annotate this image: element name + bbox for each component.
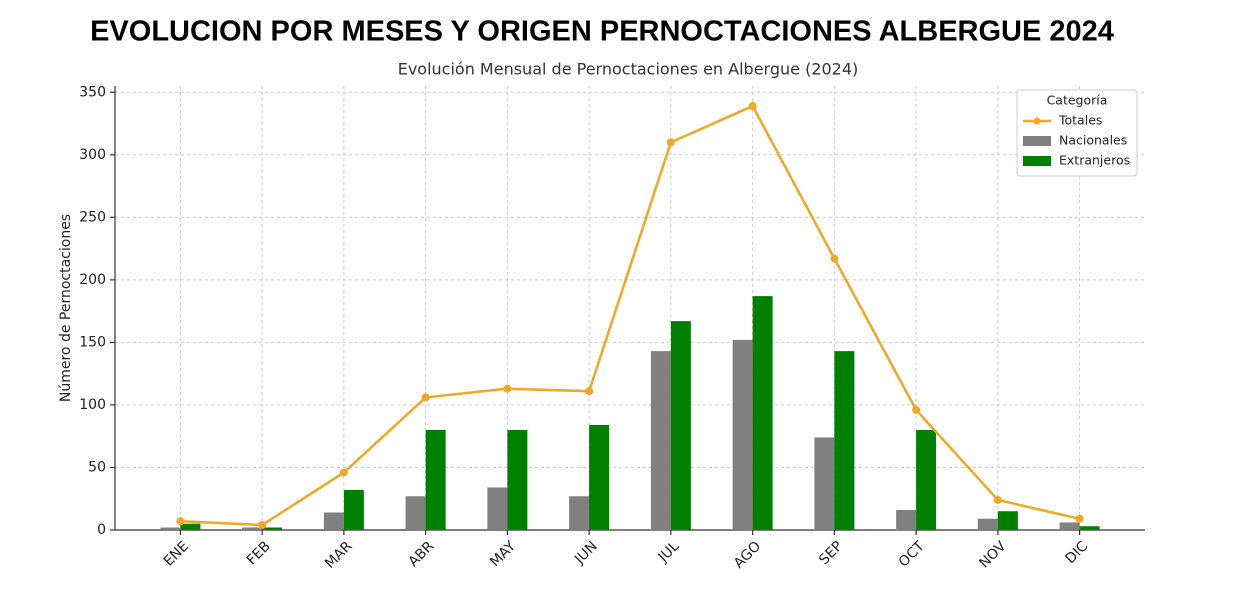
y-tick-label: 50 — [88, 459, 106, 475]
bar — [507, 429, 528, 530]
legend-swatch — [1023, 156, 1051, 166]
y-tick-label: 100 — [79, 397, 106, 413]
chart-subtitle: Evolución Mensual de Pernoctaciones en A… — [398, 60, 859, 79]
line-point — [666, 138, 675, 147]
bar — [732, 339, 753, 530]
bar — [814, 437, 835, 530]
bar — [425, 429, 446, 530]
y-tick-label: 300 — [79, 147, 106, 163]
legend-swatch — [1033, 117, 1041, 125]
line-point — [748, 102, 757, 111]
bar — [1079, 526, 1100, 530]
x-tick-label: FEB — [244, 538, 274, 568]
legend-title: Categoría — [1047, 93, 1108, 108]
legend-label: Nacionales — [1059, 133, 1127, 148]
y-tick-label: 350 — [79, 84, 106, 100]
line-point — [176, 517, 185, 526]
legend: Categoría Totales Nacionales Extranjeros — [1016, 89, 1138, 177]
bar — [670, 321, 691, 530]
y-tick-label: 250 — [79, 209, 106, 225]
y-tick-label: 200 — [79, 272, 106, 288]
line-point — [339, 468, 348, 477]
x-tick-label: SEP — [816, 538, 846, 568]
bar — [262, 527, 283, 530]
bar — [977, 518, 998, 530]
bar — [180, 523, 201, 530]
legend-label: Totales — [1058, 113, 1102, 128]
bar — [834, 351, 855, 530]
y-tick-label: 150 — [79, 334, 106, 350]
bar — [896, 509, 917, 530]
bar — [752, 296, 773, 530]
x-tick-label: JUN — [571, 538, 601, 568]
bar — [650, 351, 671, 530]
bar — [405, 496, 426, 530]
x-tick-label: OCT — [896, 538, 928, 570]
y-axis-label: Número de Pernoctaciones — [58, 214, 74, 402]
bar — [242, 527, 263, 530]
y-tick-label: 0 — [97, 522, 106, 538]
line-point — [830, 254, 839, 263]
bar — [160, 527, 181, 530]
line — [180, 104, 1080, 527]
bar — [487, 487, 508, 530]
x-tick-label: MAY — [487, 538, 519, 570]
line-point — [503, 384, 512, 393]
x-tick-label: JUL — [655, 538, 683, 566]
legend-box — [1016, 89, 1138, 177]
line-point — [421, 393, 430, 402]
bar — [323, 512, 344, 530]
bar — [343, 489, 364, 530]
x-tick-label: ENE — [161, 538, 192, 569]
chart-title: EVOLUCION POR MESES Y ORIGEN PERNOCTACIO… — [90, 16, 1114, 48]
line-point — [912, 405, 921, 414]
legend-label: Extranjeros — [1059, 153, 1130, 168]
line-point — [993, 495, 1002, 504]
x-tick-label: NOV — [976, 538, 1009, 571]
line-point — [258, 520, 267, 529]
x-tick-label: DIC — [1062, 538, 1091, 567]
bar — [569, 496, 590, 530]
bar — [916, 429, 937, 530]
x-tick-label: ABR — [406, 538, 438, 570]
x-tick-label: MAR — [322, 538, 356, 572]
legend-swatch — [1023, 136, 1051, 146]
x-tick-label: AGO — [731, 538, 764, 571]
bar — [1059, 522, 1080, 530]
line-point — [1075, 514, 1084, 523]
bar — [589, 424, 610, 530]
line-point — [585, 387, 594, 396]
bar — [997, 511, 1018, 530]
